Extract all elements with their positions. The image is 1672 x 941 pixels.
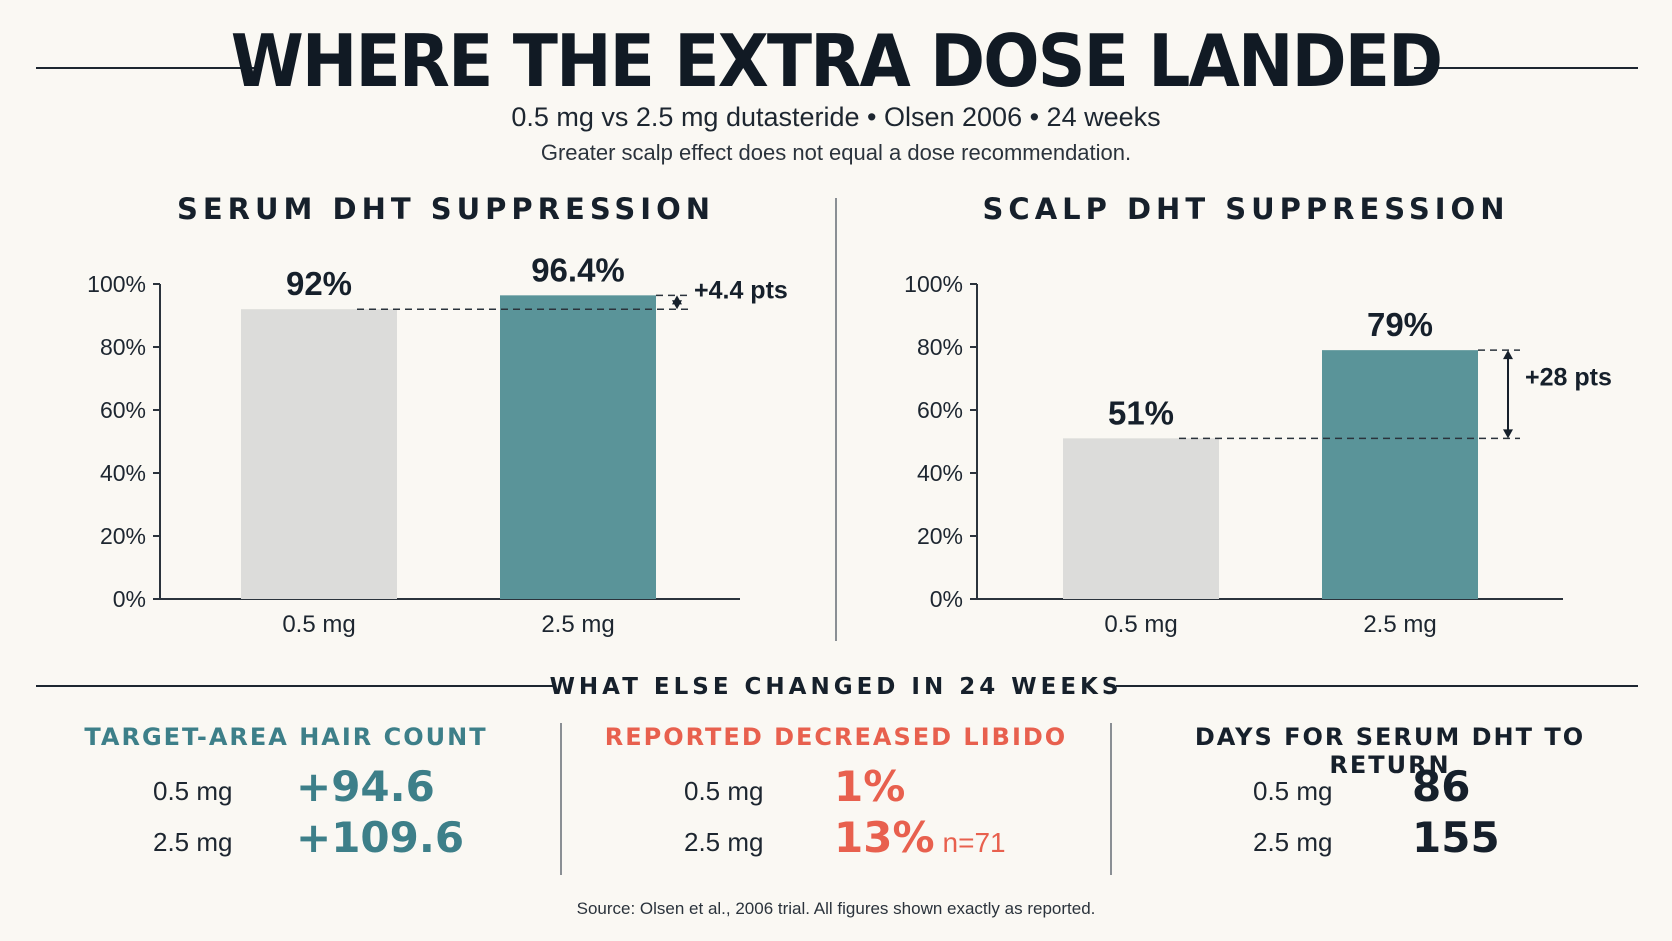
serum-bar <box>241 309 397 599</box>
serum-y-tick-label: 100% <box>87 271 146 297</box>
stat-divider-1 <box>560 723 562 875</box>
scalp-dht-chart: 0% 20% 40% 60% 80% 100% 51% 0.5 mg 79% 2.5 mg +28 … <box>904 271 1612 638</box>
scalp-x-tick-label: 2.5 mg <box>1363 611 1436 638</box>
stat-divider-2 <box>1110 723 1112 875</box>
scalp-y-tick-label: 20% <box>917 523 963 549</box>
serum-value-label: 92% <box>286 265 352 302</box>
serum-dht-chart: 0% 20% 40% 60% 80% 100% 92% 0.5 mg 96.4% 2.5 mg +4… <box>87 251 788 638</box>
scalp-y-tick-label: 80% <box>917 334 963 360</box>
disclaimer-note: Greater scalp effect does not equal a do… <box>540 140 1132 165</box>
title-rule-right <box>1414 67 1638 69</box>
hair-count-title: TARGET-AREA HAIR COUNT <box>84 723 488 751</box>
scalp-value-label: 79% <box>1367 306 1433 343</box>
scalp-y-tick-label: 60% <box>917 397 963 423</box>
scalp-y-tick-label: 40% <box>917 460 963 486</box>
section-rule-right <box>1116 685 1638 687</box>
libido-sample-size: n=71 <box>942 827 1006 858</box>
section-heading: WHAT ELSE CHANGED IN 24 WEEKS <box>549 674 1123 700</box>
subtitle: 0.5 mg vs 2.5 mg dutasteride • Olsen 200… <box>511 102 1161 132</box>
hair-count-high-value: +109.6 <box>296 813 465 862</box>
page-title: WHERE THE EXTRA DOSE LANDED <box>230 19 1443 103</box>
serum-y-tick-label: 20% <box>100 523 146 549</box>
scalp-x-tick-label: 0.5 mg <box>1104 611 1177 638</box>
serum-y-tick-label: 0% <box>113 586 146 612</box>
scalp-chart-title: SCALP DHT SUPPRESSION <box>982 192 1510 226</box>
scalp-difference-arrow-down <box>1503 429 1513 439</box>
scalp-y-tick-label: 0% <box>930 586 963 612</box>
hair-count-low-value: +94.6 <box>296 762 435 811</box>
scalp-y-tick-label: 100% <box>904 271 963 297</box>
serum-y-tick-label: 60% <box>100 397 146 423</box>
hair-count-high-label: 2.5 mg <box>153 827 233 857</box>
chart-divider <box>835 198 837 641</box>
serum-x-tick-label: 2.5 mg <box>541 611 614 638</box>
libido-high-value-wrap: 13% n=71 <box>834 813 1006 862</box>
serum-y-tick-label: 80% <box>100 334 146 360</box>
serum-difference-arrow-down <box>672 300 682 310</box>
source-note: Source: Olsen et al., 2006 trial. All fi… <box>576 899 1096 918</box>
libido-title: REPORTED DECREASED LIBIDO <box>604 723 1068 751</box>
title-rule-left <box>36 67 262 69</box>
hair-count-low-label: 0.5 mg <box>153 776 233 806</box>
serum-bar <box>500 295 656 599</box>
dht-return-title: DAYS FOR SERUM DHT TO RETURN <box>1194 723 1586 779</box>
dht-return-high-value: 155 <box>1412 813 1500 862</box>
libido-low-label: 0.5 mg <box>684 776 764 806</box>
serum-value-label: 96.4% <box>531 251 625 288</box>
scalp-difference-label: +28 pts <box>1525 363 1612 391</box>
dht-return-low-value: 86 <box>1412 762 1471 811</box>
dht-return-low-label: 0.5 mg <box>1253 776 1333 806</box>
section-rule-left <box>36 685 556 687</box>
scalp-bar <box>1063 438 1219 599</box>
scalp-bar <box>1322 350 1478 599</box>
libido-low-value: 1% <box>834 762 906 811</box>
scalp-value-label: 51% <box>1108 394 1174 431</box>
serum-chart-title: SERUM DHT SUPPRESSION <box>176 192 716 226</box>
serum-y-tick-label: 40% <box>100 460 146 486</box>
libido-high-value: 13% <box>834 813 935 862</box>
serum-difference-label: +4.4 pts <box>694 276 788 304</box>
scalp-difference-arrow-up <box>1503 350 1513 360</box>
libido-high-label: 2.5 mg <box>684 827 764 857</box>
serum-x-tick-label: 0.5 mg <box>282 611 355 638</box>
dht-return-high-label: 2.5 mg <box>1253 827 1333 857</box>
